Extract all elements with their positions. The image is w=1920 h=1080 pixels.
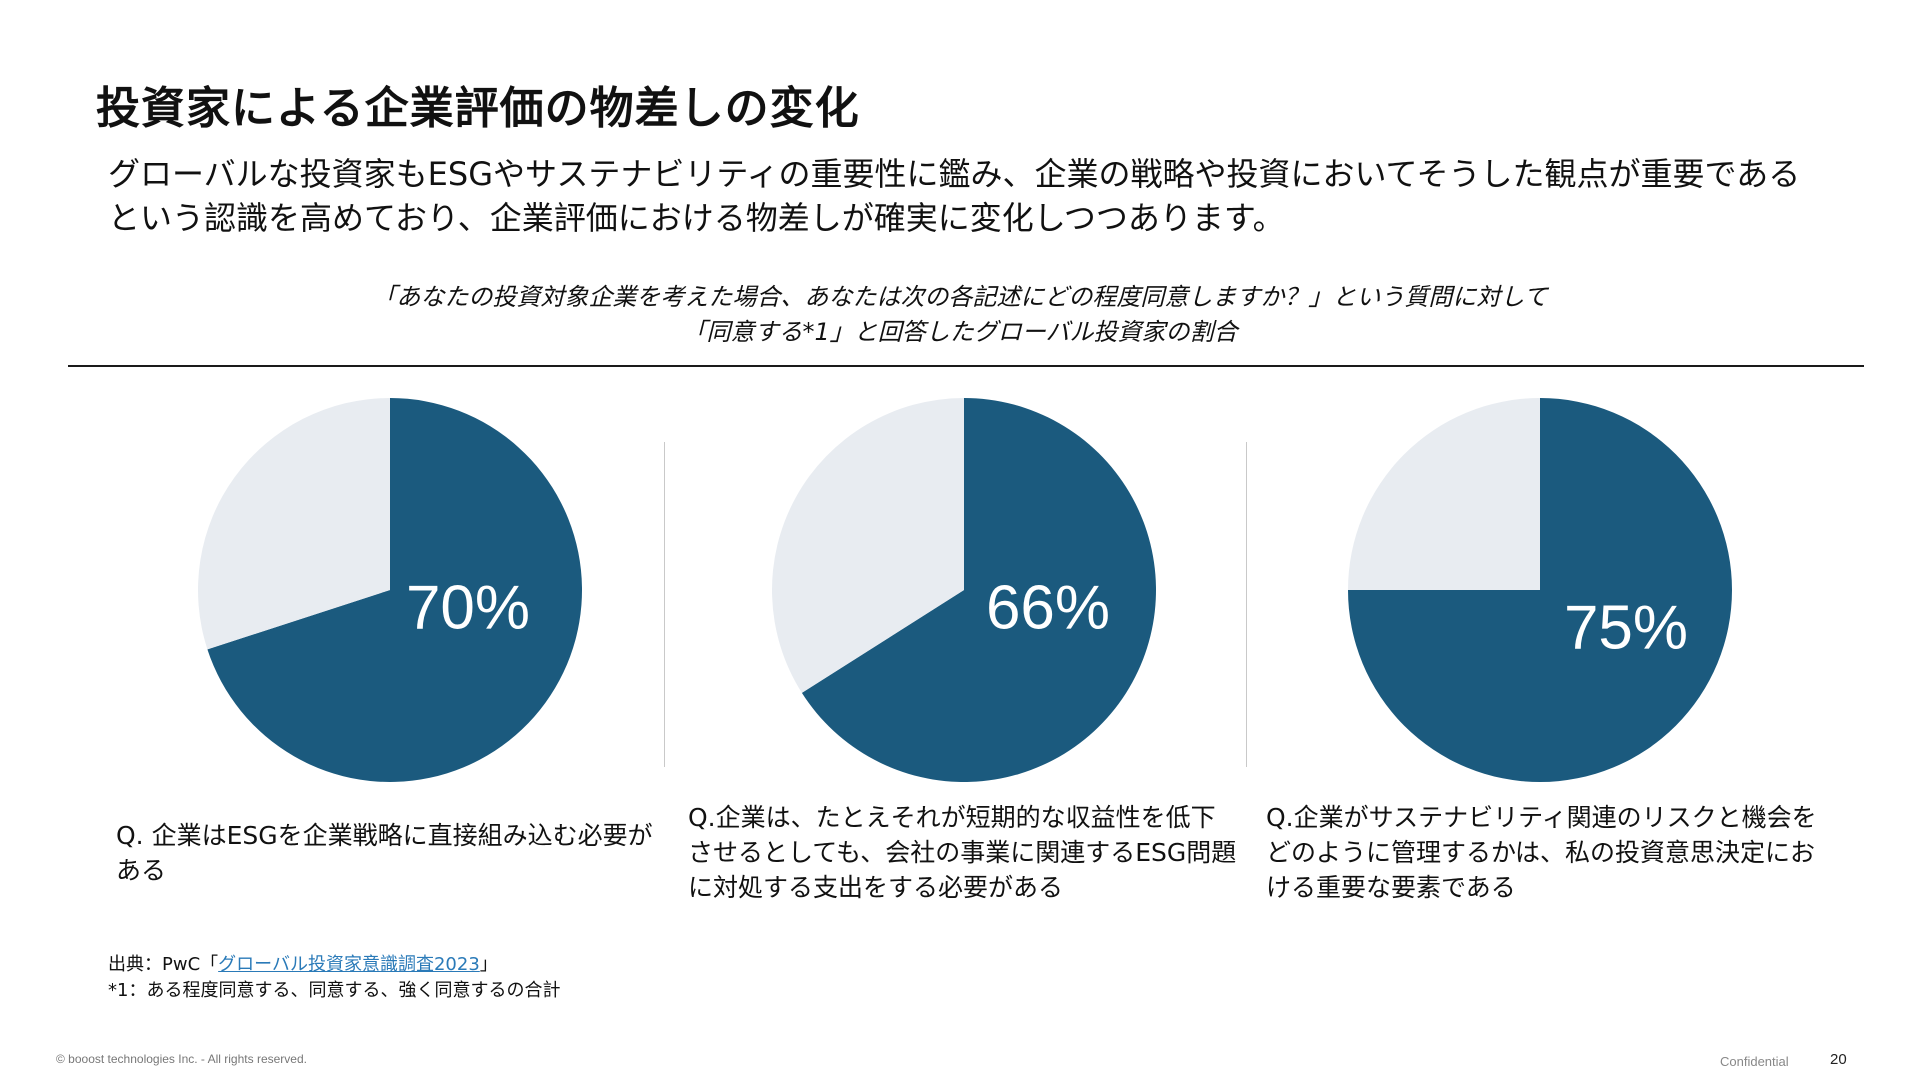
header-rule — [68, 365, 1864, 367]
pie-chart-2: 66% — [772, 398, 1157, 782]
column-divider-1 — [664, 442, 665, 767]
survey-question-line1: 「あなたの投資対象企業を考えた場合、あなたは次の各記述にどの程度同意しますか？」… — [372, 283, 1548, 311]
survey-question-line2: 「同意する*1」と回答したグローバル投資家の割合 — [682, 318, 1238, 346]
pie-1-caption: Q. 企業はESGを企業戦略に直接組み込む必要がある — [116, 821, 653, 885]
pie-1-slice-agree — [207, 398, 583, 782]
pie-3-caption: Q.企業がサステナビリティ関連のリスクと機会をどのように管理するかは、私の投資意… — [1266, 803, 1817, 902]
pie-3-slice-rest — [1348, 398, 1540, 590]
source-suffix: 」 — [479, 954, 498, 975]
pie-chart-1: 70% — [198, 398, 583, 782]
footnote: *1：ある程度同意する、同意する、強く同意するの合計 — [108, 980, 561, 1001]
column-divider-2 — [1246, 442, 1247, 767]
pie-chart-3: 75% — [1348, 398, 1732, 782]
pie-2-slice-rest — [772, 398, 964, 693]
pie-2-caption: Q.企業は、たとえそれが短期的な収益性を低下させるとしても、会社の事業に関連する… — [688, 803, 1237, 902]
pie-1-value-label: 70% — [406, 573, 530, 642]
pie-3-value-label: 75% — [1564, 593, 1688, 662]
page-number: 20 — [1830, 1051, 1847, 1068]
copyright: © booost technologies Inc. - All rights … — [56, 1052, 307, 1066]
pie-1-slice-rest — [198, 398, 390, 650]
pie-2-value-label: 66% — [986, 573, 1110, 642]
page-title: 投資家による企業評価の物差しの変化 — [96, 83, 860, 134]
source-link[interactable]: グローバル投資家意識調査2023 — [218, 954, 480, 975]
lead-text: グローバルな投資家もESGやサステナビリティの重要性に鑑み、企業の戦略や投資にお… — [108, 155, 1801, 237]
source-citation: 出典：PwC「グローバル投資家意識調査2023」 — [108, 952, 498, 978]
confidential-label: Confidential — [1720, 1054, 1789, 1069]
source-prefix: 出典：PwC「 — [108, 954, 219, 975]
survey-question: 「あなたの投資対象企業を考えた場合、あなたは次の各記述にどの程度同意しますか？」… — [100, 280, 1820, 350]
pie-2-slice-agree — [801, 398, 1157, 782]
